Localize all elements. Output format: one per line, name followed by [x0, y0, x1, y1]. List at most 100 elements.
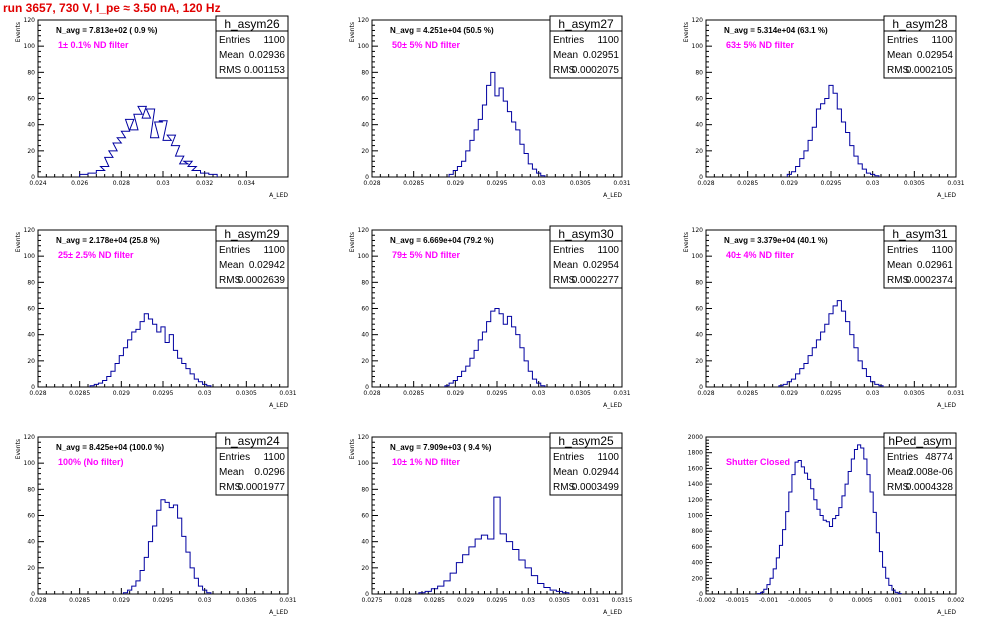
x-tick-label: 0.0295: [153, 390, 174, 397]
y-tick-label: 100: [24, 43, 36, 50]
stats-mean-label: Mean: [219, 260, 244, 271]
stats-mean-value: 0.02954: [917, 50, 954, 61]
histogram-bin: [886, 578, 889, 594]
histogram-bin: [798, 461, 801, 594]
histogram-bin: [846, 133, 850, 177]
stats-title: h_asym30: [558, 227, 614, 241]
histogram-bin: [487, 85, 491, 177]
x-tick-label: 0.03: [532, 390, 546, 397]
histogram-bin: [814, 500, 817, 594]
histogram-bin: [825, 324, 829, 387]
histogram-bin: [186, 369, 190, 387]
x-tick-label: 0.028: [29, 390, 46, 397]
histogram-bin: [808, 479, 811, 594]
histogram-bin: [161, 500, 165, 594]
filter-label: 40± 4% ND filter: [726, 250, 794, 260]
stats-entries-label: Entries: [219, 35, 250, 46]
histogram-bin: [776, 558, 779, 594]
y-tick-label: 100: [24, 253, 36, 260]
stats-box: [549, 432, 623, 496]
x-tick-label: 0.029: [781, 180, 798, 187]
histogram-bin: [816, 109, 820, 177]
x-axis-title: A_LED: [937, 192, 956, 199]
histogram-bin: [198, 586, 202, 594]
y-tick-label: 20: [27, 358, 35, 365]
histogram-panel-h_asym25: 0 20 40 60 80 100 120 0.0275 0.028 0.0285 0.029 0.0…: [349, 432, 633, 616]
histogram-bin: [140, 322, 144, 387]
histogram-bin: [789, 492, 792, 594]
stats-rms-value: 0.0002374: [906, 275, 954, 286]
stats-entries-label: Entries: [887, 245, 918, 256]
stats-entries-label: Entries: [553, 452, 584, 463]
histogram-bin: [556, 591, 562, 594]
y-tick-label: 80: [361, 486, 369, 493]
histogram-bin: [895, 592, 898, 594]
x-tick-label: 0.002: [947, 597, 964, 604]
x-tick-label: 0.029: [447, 390, 464, 397]
histogram-bin: [148, 319, 152, 387]
histogram-bin: [839, 508, 842, 594]
histogram-bin: [829, 85, 833, 177]
histogram-bin: [519, 560, 525, 594]
histogram-bin: [866, 377, 870, 387]
histogram-bin: [491, 311, 495, 387]
histogram-bin: [203, 384, 207, 387]
y-axis-title: Events: [683, 232, 690, 252]
x-tick-label: 0.03: [532, 180, 546, 187]
histogram-bin: [861, 448, 864, 594]
y-tick-label: 120: [358, 227, 370, 234]
x-tick-label: 0.031: [947, 390, 964, 397]
histogram-bin: [500, 534, 506, 594]
stats-mean-label: Mean: [887, 50, 912, 61]
stats-title: h_asym25: [558, 434, 614, 448]
stats-rms-label: RMS: [887, 482, 910, 493]
histogram-bin: [767, 585, 770, 594]
histogram-bin: [538, 584, 544, 594]
x-axis-title: A_LED: [603, 192, 622, 199]
histogram-bin: [848, 472, 851, 594]
histogram-line: [786, 84, 880, 177]
stats-box: [883, 15, 957, 79]
histogram-bin: [178, 358, 182, 387]
y-tick-label: 40: [695, 332, 703, 339]
histogram-bin: [804, 151, 808, 177]
histogram-bin: [866, 173, 870, 177]
histogram-bin: [520, 144, 524, 177]
y-tick-label: 80: [695, 279, 703, 286]
histogram-bin: [761, 592, 764, 594]
stats-title: h_asym24: [224, 434, 280, 448]
histogram-bin: [153, 526, 157, 594]
histogram-panel-hPed_asym: 0 200 400 600 800 1000 1200 1400 1600 1800 2000 -0.…: [688, 432, 965, 616]
histogram-bin: [532, 379, 536, 387]
histogram-bin: [520, 348, 524, 387]
x-tick-label: 0.029: [113, 390, 130, 397]
histogram-bin: [182, 363, 186, 387]
histogram-bin: [513, 550, 519, 594]
stats-mean-label: Mean: [553, 50, 578, 61]
histogram-bin: [800, 159, 804, 177]
stats-entries-value: 1100: [931, 35, 953, 46]
histogram-bin: [445, 386, 449, 387]
histogram-bin: [469, 547, 475, 594]
stats-rms-label: RMS: [219, 482, 242, 493]
histogram-bin: [821, 332, 825, 387]
y-tick-label: 1600: [688, 465, 703, 472]
histogram-bin: [787, 174, 791, 177]
histogram-bin: [779, 545, 782, 594]
histogram-bin: [494, 497, 500, 594]
stats-title: h_asym29: [224, 227, 280, 241]
x-tick-label: 0.0285: [424, 597, 445, 604]
histogram-bin: [879, 552, 882, 594]
histogram-bin: [829, 314, 833, 387]
histogram-panel-h_asym29: 0 20 40 60 80 100 120 0.028 0.0285 0.029 0.0295 0.0…: [15, 225, 297, 409]
histogram-bin: [194, 379, 198, 387]
x-tick-label: 0.03: [522, 597, 536, 604]
stats-rms-value: 0.0002639: [238, 275, 286, 286]
histogram-bin: [528, 371, 532, 387]
x-tick-label: 0.034: [238, 180, 255, 187]
histogram-panel-h_asym24: 0 20 40 60 80 100 120 0.028 0.0285 0.029 0.0295 0.0…: [15, 432, 297, 616]
histogram-bin: [192, 170, 200, 177]
histogram-bin: [186, 552, 190, 594]
y-tick-label: 0: [31, 591, 35, 598]
